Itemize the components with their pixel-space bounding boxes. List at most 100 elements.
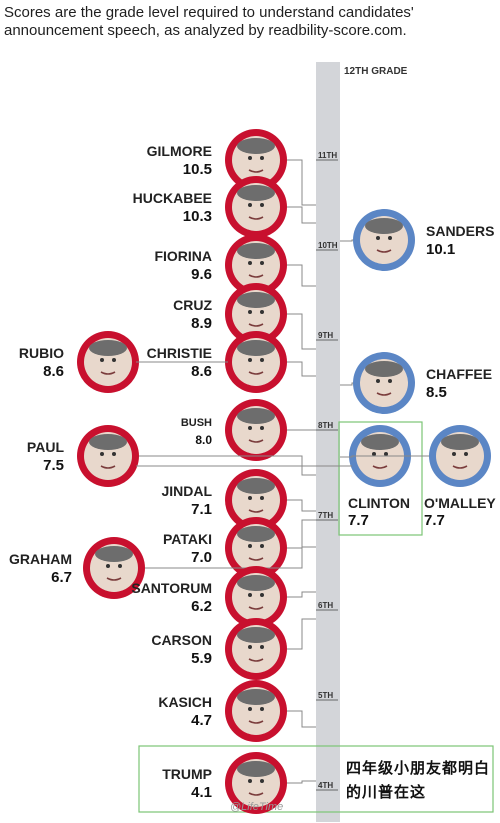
portrait-eye-sanders xyxy=(376,236,380,240)
portrait-hair-chaffee xyxy=(365,361,403,377)
connector-pataki xyxy=(284,519,316,549)
candidate-name-rubio: RUBIO xyxy=(19,345,64,361)
portrait-eye-huckabee xyxy=(248,203,252,207)
candidate-score-omalley: 7.7 xyxy=(424,512,445,529)
candidate-score-trump: 4.1 xyxy=(191,784,212,801)
candidate-name-pataki: PATAKI xyxy=(163,531,212,547)
candidate-name-jindal: JINDAL xyxy=(161,483,212,499)
portrait-eye-graham xyxy=(118,564,122,568)
portrait-eye-bush xyxy=(248,426,252,430)
candidate-name-kasich: KASICH xyxy=(158,694,212,710)
portrait-eye-chaffee xyxy=(376,379,380,383)
candidate-name-huckabee: HUCKABEE xyxy=(133,190,212,206)
portrait-mouth-cruz xyxy=(248,323,264,327)
portrait-mouth-omalley xyxy=(452,465,468,469)
portrait-mouth-graham xyxy=(106,577,122,581)
portrait-eye-gilmore xyxy=(260,156,264,160)
candidate-score-kasich: 4.7 xyxy=(191,712,212,729)
portrait-mouth-trump xyxy=(248,792,264,796)
portrait-eye-jindal xyxy=(248,496,252,500)
portrait-hair-carson xyxy=(237,627,275,643)
connector-trump xyxy=(284,780,316,784)
candidate-name-trump: TRUMP xyxy=(162,766,212,782)
portrait-hair-paul xyxy=(89,434,127,450)
portrait-eye-pataki xyxy=(260,544,264,548)
candidate-score-sanders: 10.1 xyxy=(426,241,455,258)
portrait-hair-santorum xyxy=(237,575,275,591)
connector-kasich xyxy=(284,710,316,728)
candidate-score-carson: 5.9 xyxy=(191,650,212,667)
portrait-eye-pataki xyxy=(248,544,252,548)
portrait-hair-jindal xyxy=(237,478,275,494)
portrait-eye-carson xyxy=(260,645,264,649)
portrait-eye-clinton xyxy=(384,452,388,456)
candidate-score-jindal: 7.1 xyxy=(191,501,212,518)
portrait-mouth-kasich xyxy=(248,720,264,724)
portrait-eye-fiorina xyxy=(248,261,252,265)
candidate-score-bush: 8.0 xyxy=(195,433,212,447)
portrait-eye-kasich xyxy=(248,707,252,711)
candidate-name-christie: CHRISTIE xyxy=(147,345,212,361)
candidate-name-sanders: SANDERS xyxy=(426,223,494,239)
portrait-hair-fiorina xyxy=(237,243,275,259)
axis-top-label: 12TH GRADE xyxy=(344,66,408,77)
portrait-eye-rubio xyxy=(112,358,116,362)
portrait-hair-sanders xyxy=(365,218,403,234)
portrait-hair-gilmore xyxy=(237,138,275,154)
connector-christie xyxy=(284,361,316,377)
portrait-eye-paul xyxy=(112,452,116,456)
trump-highlight-box xyxy=(138,745,494,813)
portrait-eye-christie xyxy=(260,358,264,362)
candidate-name-bush: BUSH xyxy=(181,417,212,429)
candidate-score-graham: 6.7 xyxy=(51,569,72,586)
portrait-eye-omalley xyxy=(452,452,456,456)
portrait-hair-clinton xyxy=(361,434,399,450)
axis-tick-label: 9TH xyxy=(318,331,333,340)
portrait-mouth-sanders xyxy=(376,249,392,253)
candidate-name-fiorina: FIORINA xyxy=(154,248,212,264)
portrait-eye-chaffee xyxy=(388,379,392,383)
axis-tick-label: 8TH xyxy=(318,421,333,430)
candidate-name-carson: CARSON xyxy=(151,632,212,648)
portrait-eye-kasich xyxy=(260,707,264,711)
axis-tick-label: 11TH xyxy=(318,151,337,160)
connector-cruz xyxy=(284,313,316,350)
candidate-score-chaffee: 8.5 xyxy=(426,384,447,401)
portrait-eye-cruz xyxy=(248,310,252,314)
candidate-name-paul: PAUL xyxy=(27,439,65,455)
candidate-score-paul: 7.5 xyxy=(43,457,64,474)
portrait-mouth-paul xyxy=(100,465,116,469)
candidate-score-rubio: 8.6 xyxy=(43,363,64,380)
portrait-hair-graham xyxy=(95,546,133,562)
portrait-eye-christie xyxy=(248,358,252,362)
portrait-eye-carson xyxy=(248,645,252,649)
portrait-eye-trump xyxy=(248,779,252,783)
portrait-mouth-gilmore xyxy=(248,169,264,173)
portrait-eye-rubio xyxy=(100,358,104,362)
portrait-hair-cruz xyxy=(237,292,275,308)
portrait-eye-paul xyxy=(100,452,104,456)
candidate-score-cruz: 8.9 xyxy=(191,315,212,332)
candidate-name-clinton: CLINTON xyxy=(348,495,410,511)
watermark: @LifeTime xyxy=(230,801,284,813)
candidate-score-pataki: 7.0 xyxy=(191,549,212,566)
grade-axis-bar xyxy=(316,62,340,822)
candidate-score-fiorina: 9.6 xyxy=(191,266,212,283)
portrait-eye-graham xyxy=(106,564,110,568)
connector-jindal xyxy=(284,499,316,512)
candidate-name-santorum: SANTORUM xyxy=(131,580,212,596)
portrait-hair-trump xyxy=(237,761,275,777)
portrait-hair-kasich xyxy=(237,689,275,705)
connector-huckabee xyxy=(284,206,316,224)
portrait-eye-santorum xyxy=(248,593,252,597)
candidate-score-clinton: 7.7 xyxy=(348,512,369,529)
portrait-eye-bush xyxy=(260,426,264,430)
axis-tick-label: 4TH xyxy=(318,781,333,790)
connector-carson xyxy=(284,618,316,650)
connector-gilmore xyxy=(284,159,316,206)
connector-santorum xyxy=(284,591,316,598)
candidate-score-gilmore: 10.5 xyxy=(183,161,212,178)
portrait-mouth-bush xyxy=(248,439,264,443)
portrait-eye-omalley xyxy=(464,452,468,456)
